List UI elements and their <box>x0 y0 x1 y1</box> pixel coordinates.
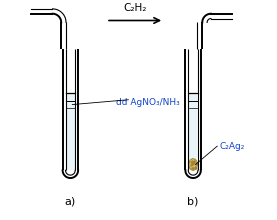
Text: C₂Ag₂: C₂Ag₂ <box>219 142 245 151</box>
Text: C₂H₂: C₂H₂ <box>124 3 147 13</box>
Text: b): b) <box>188 196 199 206</box>
Polygon shape <box>66 93 75 170</box>
Polygon shape <box>189 93 198 170</box>
Ellipse shape <box>189 159 198 170</box>
Text: dd AgNO₃/NH₃: dd AgNO₃/NH₃ <box>116 98 179 107</box>
Text: a): a) <box>65 196 76 206</box>
